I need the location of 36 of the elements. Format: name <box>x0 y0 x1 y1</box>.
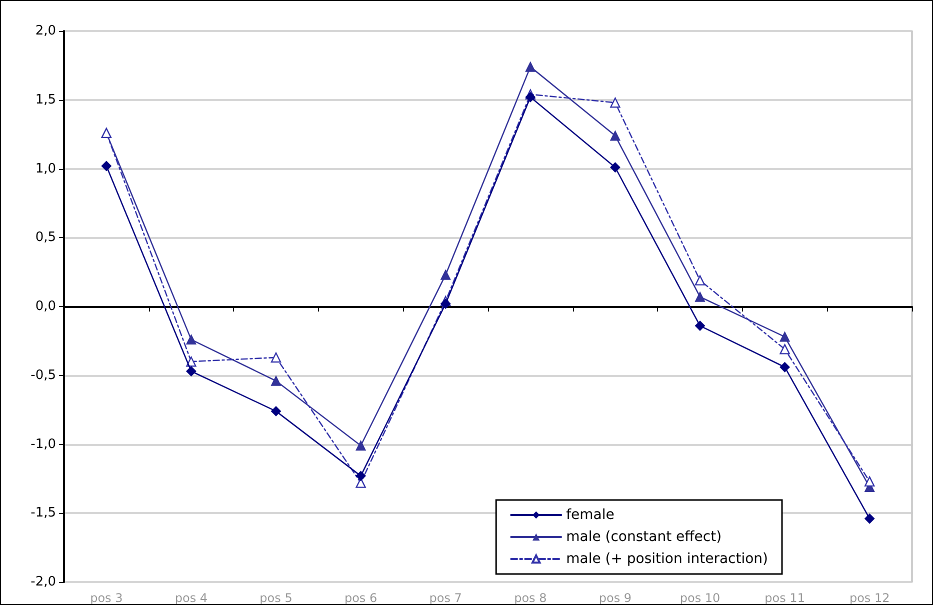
point <box>694 275 706 286</box>
point <box>695 320 705 331</box>
y-tick-label: 0,5 <box>35 230 56 246</box>
point <box>271 376 281 386</box>
legend-label: female <box>566 507 614 523</box>
point <box>610 162 620 172</box>
point <box>101 160 112 171</box>
point <box>780 344 790 354</box>
legend-label: male (constant effect) <box>566 529 722 545</box>
y-tick-label: 1,5 <box>35 92 56 108</box>
y-tick-label: -2,0 <box>30 574 56 590</box>
point <box>610 98 620 108</box>
point <box>186 356 196 367</box>
point <box>270 352 282 363</box>
point <box>356 440 366 451</box>
point <box>440 298 451 309</box>
point <box>271 406 281 416</box>
point <box>186 334 196 345</box>
legend-label: male (+ position interaction) <box>566 551 768 567</box>
point <box>525 62 536 72</box>
point <box>186 366 196 376</box>
point <box>864 476 875 487</box>
point <box>525 92 536 102</box>
point <box>864 514 875 524</box>
y-tick-label: 1,0 <box>35 161 56 176</box>
y-tick-label: -1,5 <box>30 506 56 521</box>
point <box>780 362 790 372</box>
y-tick-label: 0,0 <box>35 299 56 314</box>
point <box>440 270 451 280</box>
y-tick-label: -0,5 <box>30 368 56 383</box>
point <box>610 130 620 141</box>
point <box>695 292 705 302</box>
point <box>780 332 790 342</box>
point <box>356 470 366 481</box>
y-tick-label: -1,0 <box>30 436 56 452</box>
y-tick-label: 2,0 <box>35 24 56 38</box>
